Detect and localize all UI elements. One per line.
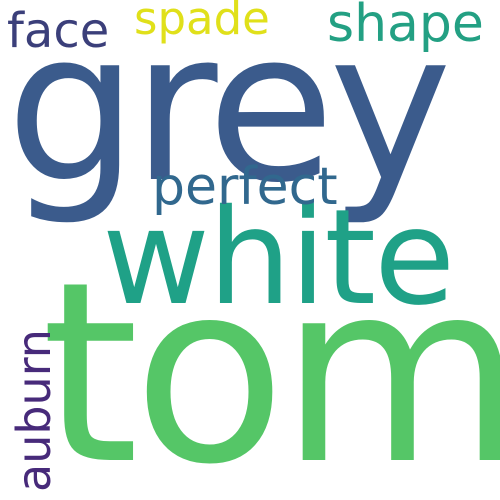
word-grey: grey — [6, 0, 452, 229]
word-spade: spade — [134, 0, 270, 45]
word-white: white — [102, 181, 455, 335]
word-perfect: perfect — [152, 157, 338, 217]
word-shape: shape — [327, 0, 484, 54]
word-face: face — [7, 3, 110, 59]
word-tom: tom — [41, 228, 500, 500]
word-auburn: auburn — [7, 329, 61, 492]
